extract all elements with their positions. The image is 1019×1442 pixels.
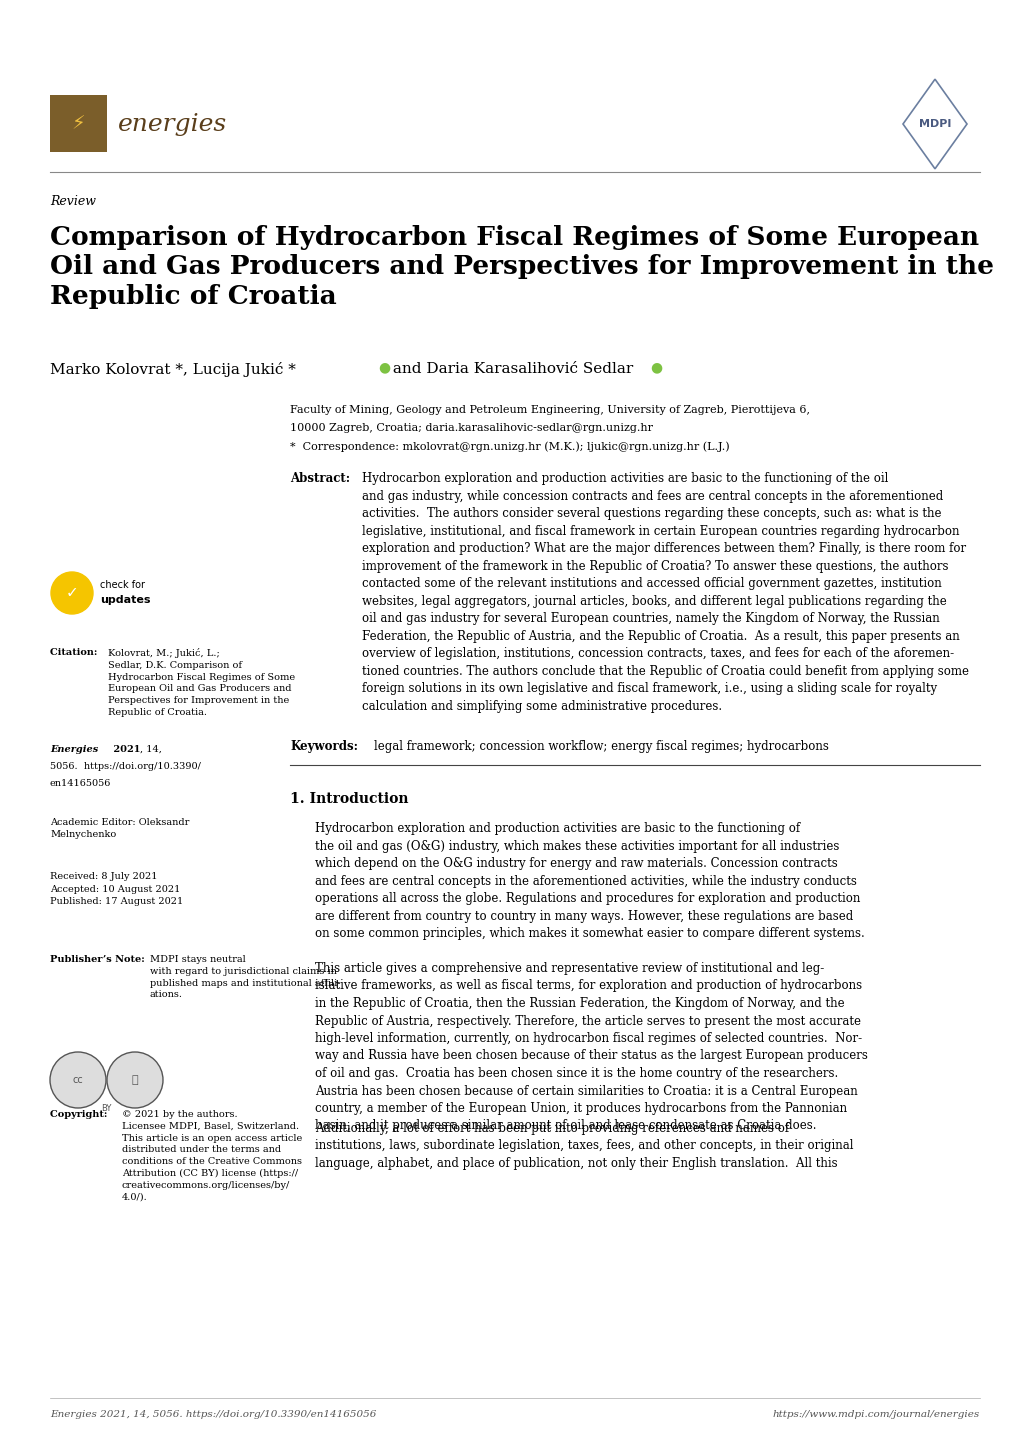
Text: MDPI stays neutral
with regard to jurisdictional claims in
published maps and in: MDPI stays neutral with regard to jurisd… bbox=[150, 955, 340, 999]
Text: Received: 8 July 2021
Accepted: 10 August 2021
Published: 17 August 2021: Received: 8 July 2021 Accepted: 10 Augus… bbox=[50, 872, 183, 906]
Text: Publisher’s Note:: Publisher’s Note: bbox=[50, 955, 148, 965]
Text: ✓: ✓ bbox=[65, 585, 78, 600]
Text: ⚡: ⚡ bbox=[71, 114, 86, 134]
Text: energies: energies bbox=[118, 112, 227, 136]
Circle shape bbox=[51, 572, 93, 614]
Text: check for: check for bbox=[100, 580, 145, 590]
Text: cc: cc bbox=[72, 1074, 84, 1084]
Text: updates: updates bbox=[100, 596, 151, 606]
Text: Academic Editor: Oleksandr
Melnychenko: Academic Editor: Oleksandr Melnychenko bbox=[50, 818, 190, 839]
Text: Hydrocarbon exploration and production activities are basic to the functioning o: Hydrocarbon exploration and production a… bbox=[362, 472, 968, 712]
Text: Kolovrat, M.; Jukić, L.;
Sedlar, D.K. Comparison of
Hydrocarbon Fiscal Regimes o: Kolovrat, M.; Jukić, L.; Sedlar, D.K. Co… bbox=[108, 647, 294, 717]
Text: Energies 2021, 14, 5056. https://doi.org/10.3390/en14165056: Energies 2021, 14, 5056. https://doi.org… bbox=[50, 1410, 376, 1419]
Text: 1. Introduction: 1. Introduction bbox=[289, 792, 408, 806]
Text: 10000 Zagreb, Croatia; daria.karasalihovic-sedlar@rgn.unizg.hr: 10000 Zagreb, Croatia; daria.karasalihov… bbox=[289, 423, 652, 433]
Text: *  Correspondence: mkolovrat@rgn.unizg.hr (M.K.); ljukic@rgn.unizg.hr (L.J.): * Correspondence: mkolovrat@rgn.unizg.hr… bbox=[289, 441, 729, 451]
Text: legal framework; concession workflow; energy fiscal regimes; hydrocarbons: legal framework; concession workflow; en… bbox=[374, 740, 828, 753]
Text: https://www.mdpi.com/journal/energies: https://www.mdpi.com/journal/energies bbox=[772, 1410, 979, 1419]
Text: Abstract:: Abstract: bbox=[289, 472, 350, 485]
Text: 2021: 2021 bbox=[110, 746, 141, 754]
Text: Energies: Energies bbox=[50, 746, 98, 754]
Text: Hydrocarbon exploration and production activities are basic to the functioning o: Hydrocarbon exploration and production a… bbox=[315, 822, 864, 940]
FancyBboxPatch shape bbox=[50, 95, 107, 151]
Circle shape bbox=[107, 1053, 163, 1107]
Text: Copyright:: Copyright: bbox=[50, 1110, 111, 1119]
Circle shape bbox=[50, 1053, 106, 1107]
Text: Additionally, a lot of effort has been put into providing references and names o: Additionally, a lot of effort has been p… bbox=[315, 1122, 853, 1169]
Text: Keywords:: Keywords: bbox=[289, 740, 358, 753]
Text: Citation:: Citation: bbox=[50, 647, 101, 658]
Text: Comparison of Hydrocarbon Fiscal Regimes of Some European
Oil and Gas Producers : Comparison of Hydrocarbon Fiscal Regimes… bbox=[50, 225, 994, 309]
Text: This article gives a comprehensive and representative review of institutional an: This article gives a comprehensive and r… bbox=[315, 962, 867, 1132]
Text: Marko Kolovrat *, Lucija Jukić *: Marko Kolovrat *, Lucija Jukić * bbox=[50, 362, 296, 376]
Text: ●: ● bbox=[649, 360, 661, 373]
Text: , 14,: , 14, bbox=[140, 746, 162, 754]
Text: and Daria Karasalihović Sedlar: and Daria Karasalihović Sedlar bbox=[387, 362, 633, 376]
Text: Faculty of Mining, Geology and Petroleum Engineering, University of Zagreb, Pier: Faculty of Mining, Geology and Petroleum… bbox=[289, 405, 809, 415]
Text: 5056.  https://doi.org/10.3390/: 5056. https://doi.org/10.3390/ bbox=[50, 761, 201, 771]
Text: MDPI: MDPI bbox=[918, 120, 951, 128]
Text: ⓑ: ⓑ bbox=[131, 1074, 139, 1084]
Text: en14165056: en14165056 bbox=[50, 779, 111, 787]
Text: ●: ● bbox=[378, 360, 389, 373]
Text: Review: Review bbox=[50, 195, 96, 208]
Text: BY: BY bbox=[101, 1105, 111, 1113]
Text: © 2021 by the authors.
Licensee MDPI, Basel, Switzerland.
This article is an ope: © 2021 by the authors. Licensee MDPI, Ba… bbox=[122, 1110, 302, 1201]
